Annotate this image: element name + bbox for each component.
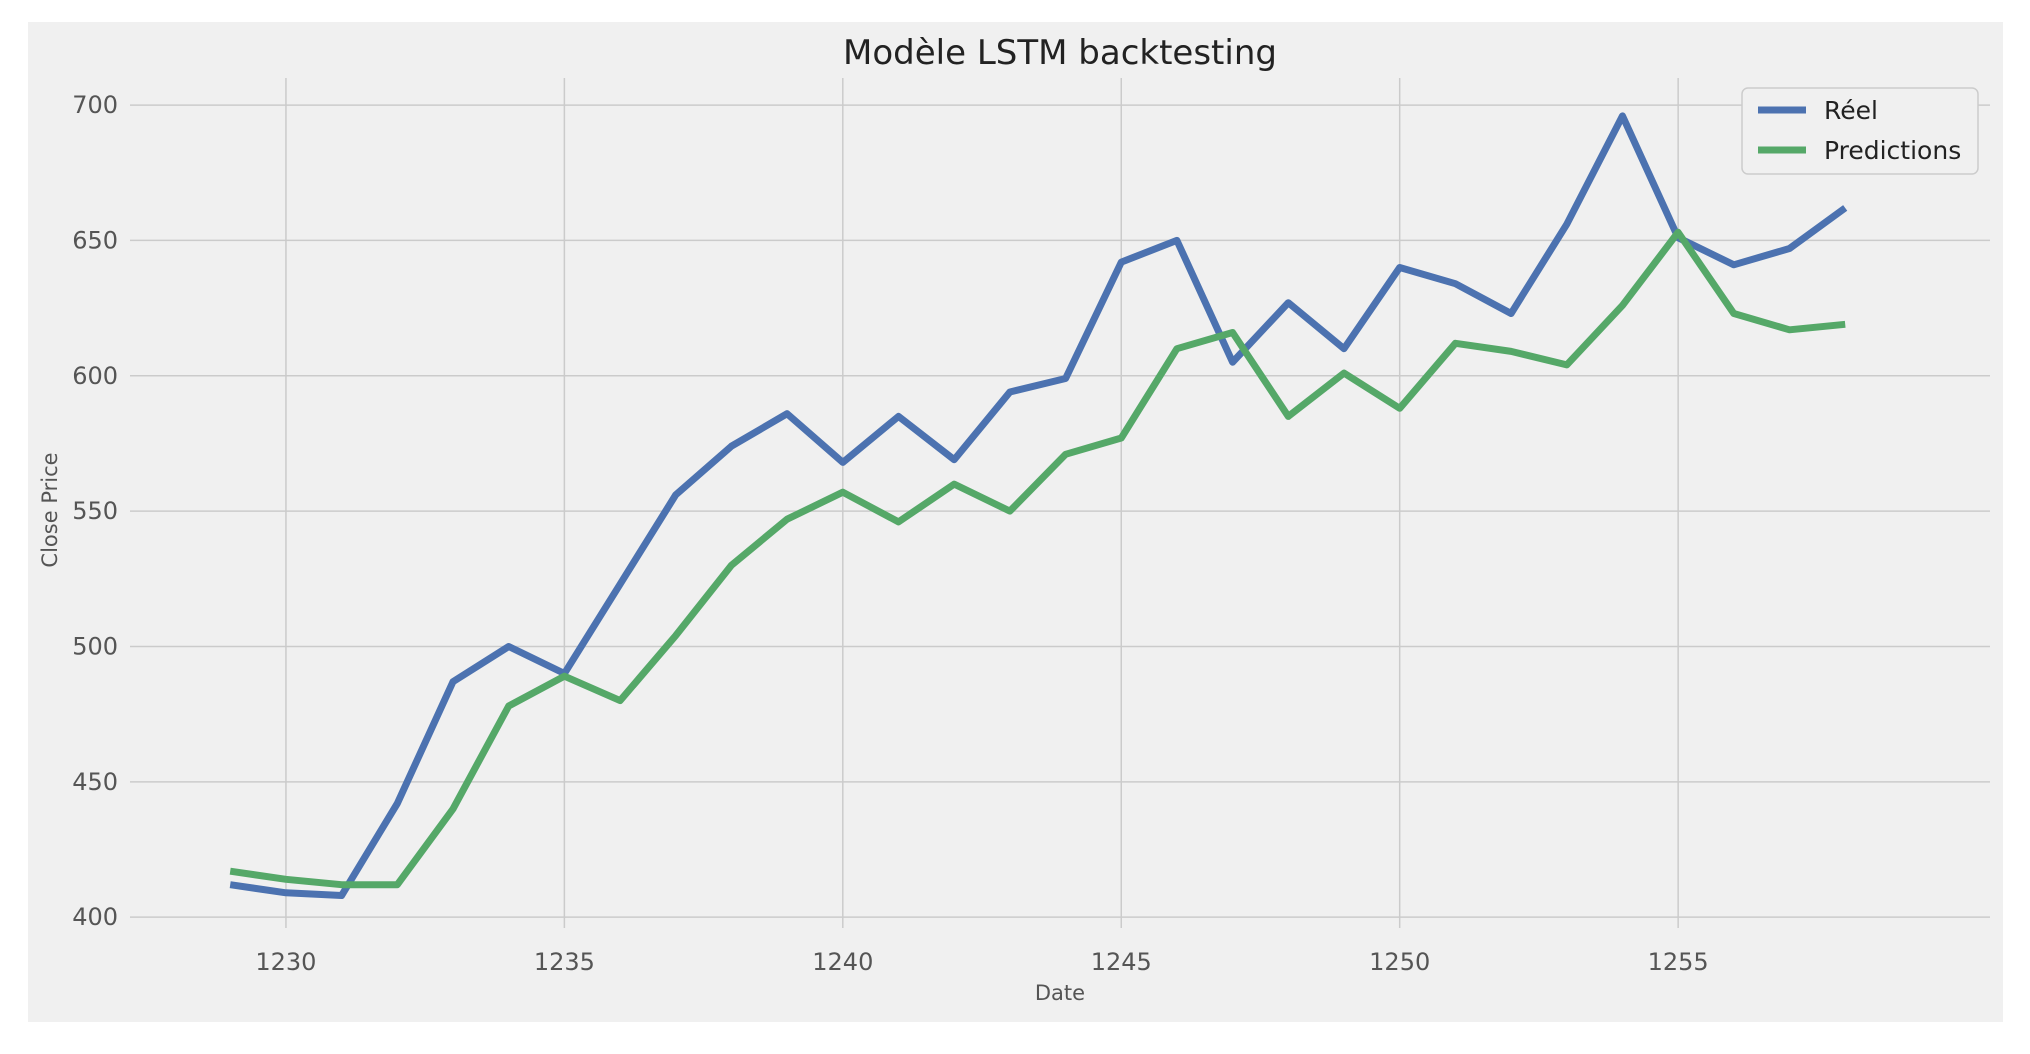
y-tick-label: 650 bbox=[72, 226, 118, 254]
y-tick-label: 550 bbox=[72, 497, 118, 525]
y-tick-label: 600 bbox=[72, 362, 118, 390]
x-tick-label: 1255 bbox=[1648, 948, 1709, 976]
legend: Réel Predictions bbox=[1741, 87, 1979, 175]
x-axis-label: Date bbox=[1035, 981, 1085, 1005]
y-tick-labels: 400 450 500 550 600 650 700 bbox=[72, 91, 118, 931]
y-tick-label: 400 bbox=[72, 903, 118, 931]
y-tick-label: 500 bbox=[72, 632, 118, 660]
x-tick-label: 1250 bbox=[1369, 948, 1430, 976]
grid bbox=[130, 78, 1990, 928]
x-tick-label: 1245 bbox=[1091, 948, 1152, 976]
chart-title: Modèle LSTM backtesting bbox=[843, 33, 1277, 73]
legend-label-reel: Réel bbox=[1824, 96, 1878, 125]
series-line-predictions bbox=[229, 228, 1846, 889]
series-lines bbox=[229, 112, 1848, 899]
y-tick-label: 450 bbox=[72, 768, 118, 796]
legend-label-predictions: Predictions bbox=[1824, 136, 1961, 165]
series-line-reel bbox=[229, 112, 1848, 899]
x-tick-label: 1240 bbox=[812, 948, 873, 976]
x-tick-label: 1230 bbox=[255, 948, 316, 976]
y-tick-label: 700 bbox=[72, 91, 118, 119]
x-tick-label: 1235 bbox=[534, 948, 595, 976]
y-axis-label: Close Price bbox=[38, 452, 62, 567]
figure-background bbox=[28, 22, 2003, 1022]
x-tick-labels: 1230 1235 1240 1245 1250 1255 bbox=[255, 948, 1708, 976]
